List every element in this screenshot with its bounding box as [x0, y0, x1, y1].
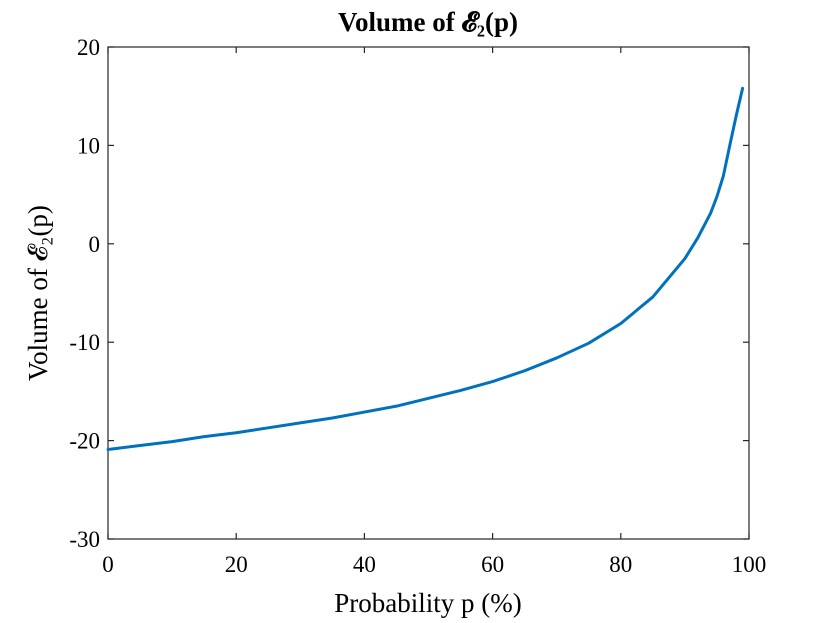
y-tick-label: 20 — [77, 35, 100, 60]
x-tick-label: 40 — [353, 552, 376, 577]
y-tick-label: -20 — [69, 429, 100, 454]
x-axis-label: Probability p (%) — [334, 588, 521, 618]
x-tick-label: 20 — [225, 552, 248, 577]
y-tick-label: 0 — [89, 232, 101, 257]
x-tick-label: 100 — [732, 552, 767, 577]
x-tick-label: 80 — [609, 552, 632, 577]
y-tick-label: 10 — [77, 133, 100, 158]
series-layer — [106, 86, 745, 451]
tick-labels: 0 20 40 60 80 100 -30 -20 -10 0 10 20 — [69, 35, 766, 577]
chart-title: Volume of 𝓔₂(p) — [338, 7, 518, 37]
tick-marks — [107, 46, 750, 540]
x-tick-label: 0 — [102, 552, 114, 577]
y-tick-label: -10 — [69, 330, 100, 355]
y-axis-label: Volume of 𝓔₂(p) — [23, 205, 53, 381]
y-tick-label: -30 — [69, 527, 100, 552]
plot-area — [107, 46, 750, 540]
series-line — [106, 86, 745, 451]
x-tick-label: 60 — [481, 552, 504, 577]
